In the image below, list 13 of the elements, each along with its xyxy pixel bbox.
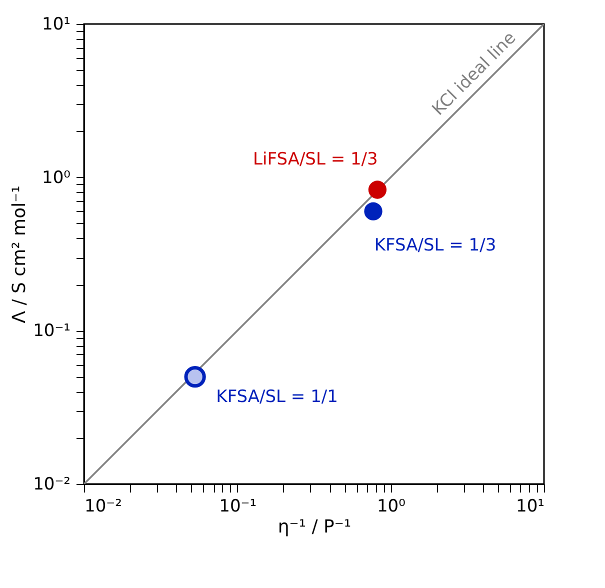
series-label: KFSA/SL = 1/3 (374, 235, 496, 256)
y-tick-label: 10⁻² (33, 474, 70, 494)
series-label: LiFSA/SL = 1/3 (253, 150, 378, 170)
x-tick-label: 10⁻² (84, 496, 122, 516)
series-label: KFSA/SL = 1/1 (216, 386, 338, 407)
y-tick-label: 10⁻¹ (33, 321, 70, 342)
y-axis-title: Λ / S cm² mol⁻¹ (9, 186, 30, 324)
x-tick-label: 10⁰ (376, 496, 406, 516)
x-tick-label: 10⁻¹ (219, 496, 257, 516)
y-tick-label: 10⁰ (42, 168, 71, 188)
x-axis-title: η⁻¹ / P⁻¹ (278, 516, 352, 538)
y-tick-label: 10¹ (42, 14, 70, 34)
x-tick-label: 10¹ (516, 496, 544, 516)
